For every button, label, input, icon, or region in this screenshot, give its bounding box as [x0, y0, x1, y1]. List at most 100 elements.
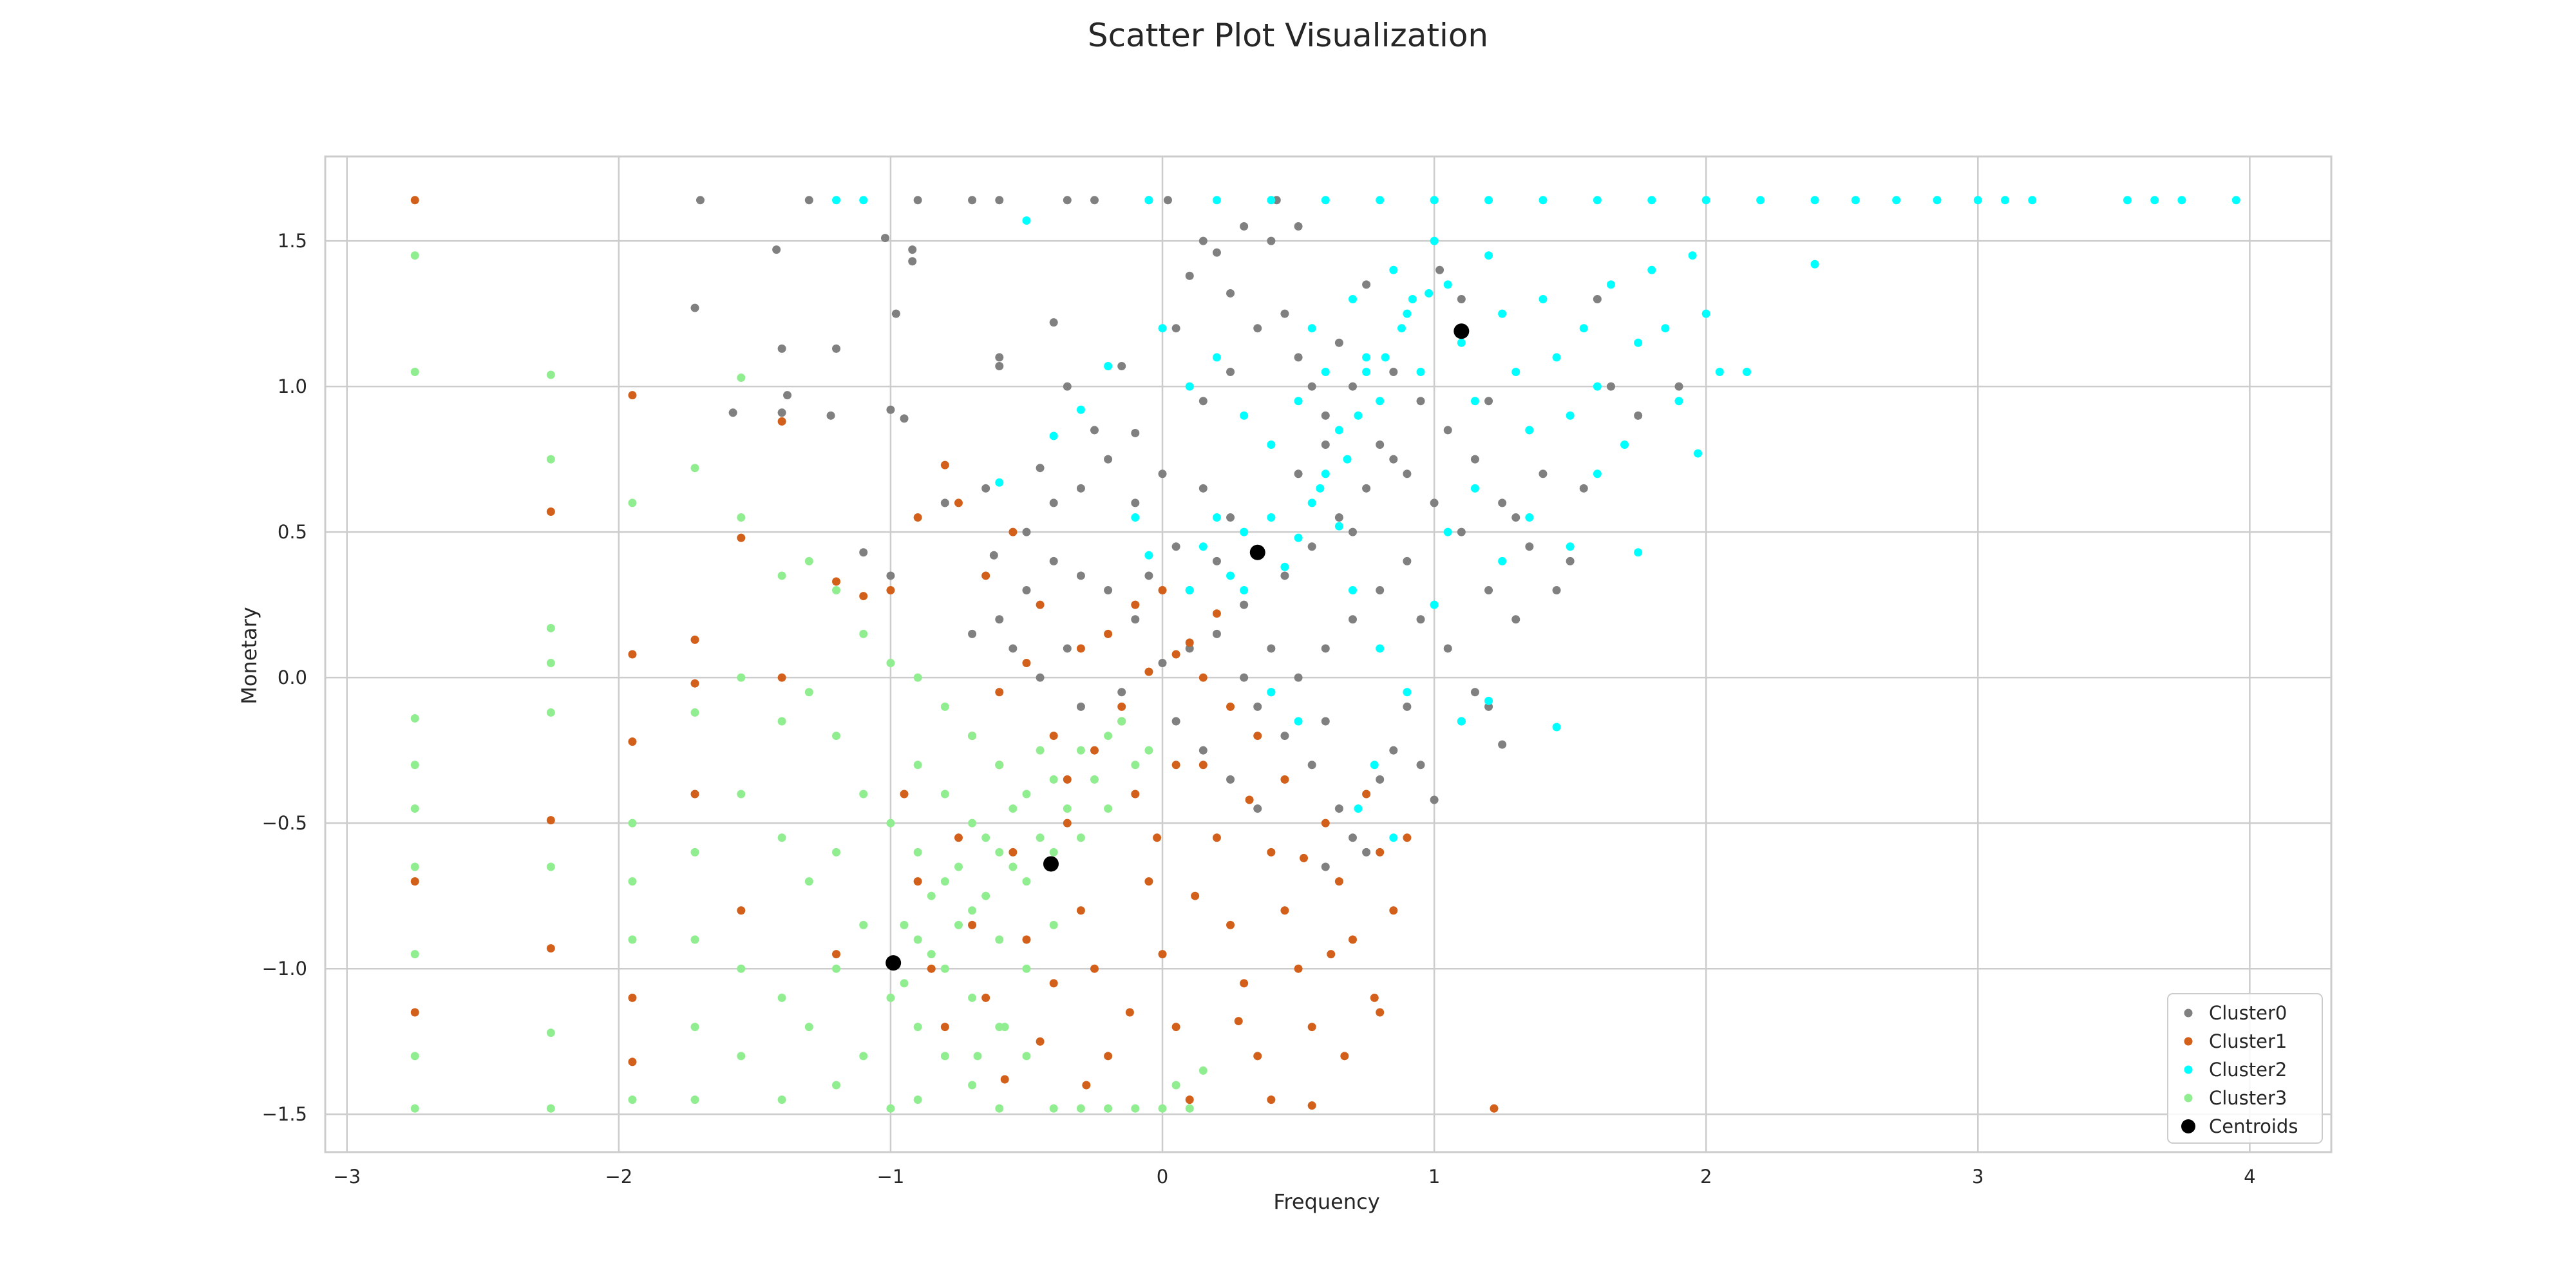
- data-point: [1389, 746, 1398, 755]
- data-point: [1240, 527, 1249, 536]
- data-point: [410, 1104, 419, 1113]
- data-point: [1185, 382, 1194, 391]
- data-point: [1076, 833, 1085, 842]
- data-point: [1307, 498, 1316, 507]
- y-tick-label: −1.0: [262, 958, 307, 980]
- data-point: [940, 790, 949, 799]
- data-point: [886, 819, 895, 828]
- y-tick-label: 1.0: [278, 375, 307, 397]
- data-point: [1416, 368, 1425, 377]
- data-point: [1443, 426, 1452, 435]
- data-point: [981, 891, 990, 900]
- data-point: [1049, 431, 1058, 440]
- data-point: [913, 673, 922, 682]
- data-point: [1171, 542, 1180, 551]
- data-point: [1104, 361, 1113, 370]
- data-point: [1294, 397, 1303, 406]
- data-point: [913, 1023, 922, 1032]
- data-point: [1552, 723, 1561, 732]
- data-point: [1185, 271, 1194, 280]
- data-point: [1267, 196, 1276, 205]
- data-point: [546, 455, 555, 464]
- data-point: [1688, 251, 1697, 260]
- data-point: [927, 891, 936, 900]
- data-point: [1430, 795, 1439, 804]
- data-point: [1525, 426, 1534, 435]
- plot-frame: [324, 155, 2333, 1153]
- data-point: [913, 196, 922, 205]
- data-point: [981, 571, 990, 580]
- data-point: [1620, 440, 1629, 450]
- data-point: [1376, 848, 1385, 857]
- data-point: [1593, 196, 1602, 205]
- data-point: [1104, 629, 1113, 638]
- data-point: [1267, 236, 1276, 245]
- legend-box: [2167, 993, 2323, 1144]
- data-point: [1253, 732, 1262, 741]
- data-point: [981, 833, 990, 842]
- data-point: [940, 1052, 949, 1061]
- data-point: [886, 586, 895, 595]
- data-point: [954, 862, 963, 871]
- data-point: [1144, 571, 1153, 580]
- data-point: [995, 353, 1004, 362]
- data-point: [1036, 600, 1045, 609]
- data-point: [690, 635, 699, 644]
- data-point: [995, 478, 1004, 487]
- data-point: [1131, 761, 1140, 770]
- data-point: [1470, 484, 1479, 493]
- data-point: [1036, 833, 1045, 842]
- data-point: [1362, 848, 1371, 857]
- data-point: [1756, 196, 1765, 205]
- data-point: [832, 848, 841, 857]
- data-point: [410, 761, 419, 770]
- data-point: [1280, 732, 1289, 741]
- data-point: [1049, 920, 1058, 929]
- series-centroids: [886, 323, 1470, 971]
- data-point: [1470, 455, 1479, 464]
- data-point: [1280, 562, 1289, 571]
- data-point: [1376, 586, 1385, 595]
- data-point: [628, 993, 637, 1002]
- data-point: [628, 650, 637, 659]
- data-point: [1036, 1037, 1045, 1046]
- data-point: [832, 344, 841, 353]
- data-point: [1484, 196, 1493, 205]
- data-point: [1397, 324, 1406, 333]
- data-point: [2028, 196, 2037, 205]
- data-point: [1430, 196, 1439, 205]
- data-point: [859, 1052, 868, 1061]
- data-point: [1000, 1023, 1009, 1032]
- data-point: [1294, 673, 1303, 682]
- data-point: [1381, 353, 1390, 362]
- data-point: [1403, 702, 1412, 711]
- data-point: [1443, 644, 1452, 653]
- data-point: [728, 408, 737, 417]
- data-point: [1566, 411, 1575, 420]
- data-point: [777, 993, 786, 1002]
- data-point: [690, 303, 699, 312]
- data-point: [859, 790, 868, 799]
- data-point: [832, 732, 841, 741]
- data-point: [410, 1052, 419, 1061]
- data-point: [1435, 265, 1444, 274]
- data-point: [1000, 1075, 1009, 1084]
- data-point: [1063, 644, 1072, 653]
- data-point: [900, 979, 909, 988]
- data-point: [1212, 248, 1221, 257]
- data-point: [690, 790, 699, 799]
- data-point: [940, 877, 949, 886]
- data-point: [1267, 688, 1276, 697]
- data-point: [1022, 790, 1031, 799]
- series-cluster1: [410, 196, 1499, 1113]
- data-point: [859, 629, 868, 638]
- data-point: [968, 906, 977, 915]
- data-point: [1354, 804, 1363, 813]
- series-cluster2: [832, 196, 2240, 842]
- data-point: [913, 513, 922, 522]
- data-point: [1715, 368, 1724, 377]
- y-tick-label: 1.5: [278, 230, 307, 252]
- data-point: [2231, 196, 2240, 205]
- data-point: [1694, 449, 1703, 458]
- data-point: [1267, 1095, 1276, 1104]
